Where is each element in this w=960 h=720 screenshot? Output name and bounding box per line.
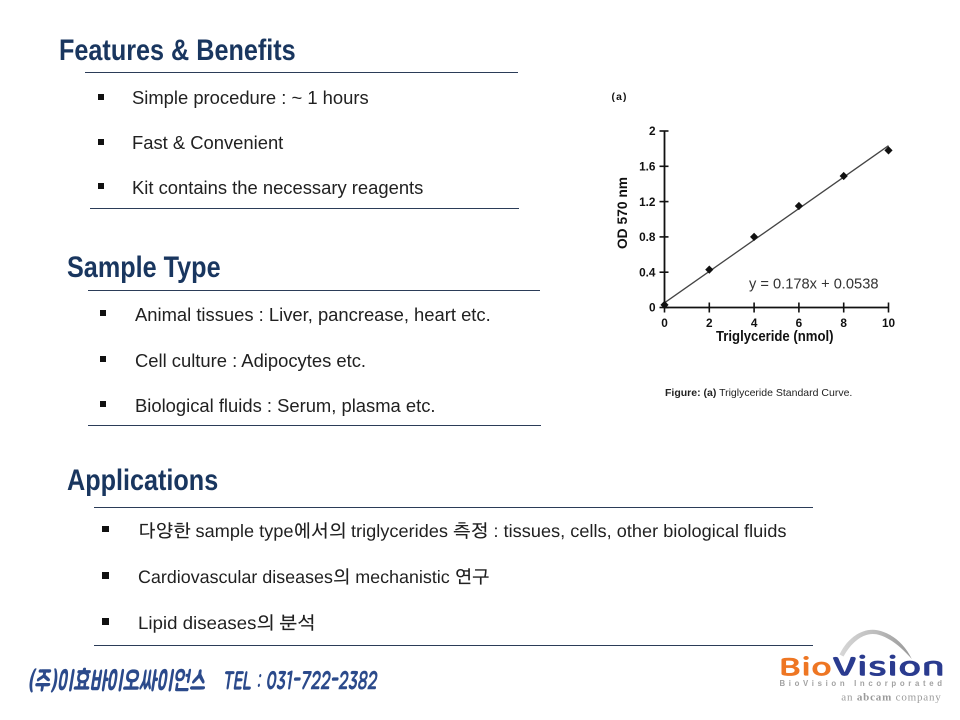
svg-text:8: 8 [840, 316, 847, 330]
svg-text:0.8: 0.8 [639, 230, 656, 244]
svg-text:6: 6 [796, 316, 803, 330]
svg-text:0.4: 0.4 [639, 265, 656, 279]
svg-text:0: 0 [649, 301, 656, 315]
svg-text:OD 570 nm: OD 570 nm [615, 177, 630, 249]
svg-text:2: 2 [649, 124, 656, 138]
svg-text:1.6: 1.6 [639, 160, 656, 174]
svg-text:BioVision Incorporated: BioVision Incorporated [780, 679, 943, 688]
svg-text:2: 2 [706, 316, 713, 330]
svg-text:y = 0.178x + 0.0538: y = 0.178x + 0.0538 [749, 276, 879, 292]
svg-text:1.2: 1.2 [639, 195, 656, 209]
svg-text:0: 0 [661, 316, 668, 330]
svg-text:Triglyceride (nmol): Triglyceride (nmol) [716, 328, 834, 345]
svg-text:(a): (a) [612, 92, 628, 103]
svg-text:4: 4 [751, 316, 758, 330]
svg-text:an abcam company: an abcam company [841, 692, 941, 704]
svg-text:10: 10 [882, 316, 896, 330]
